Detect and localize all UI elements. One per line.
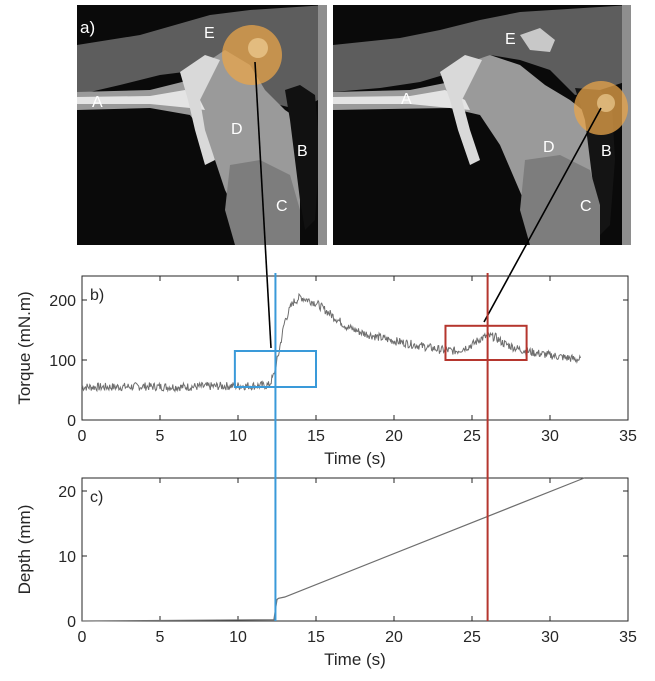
structure-label-c: C bbox=[580, 198, 592, 215]
structure-label-c: C bbox=[276, 198, 288, 215]
plot-area bbox=[82, 276, 628, 420]
panel-label-a: a) bbox=[80, 18, 95, 37]
structure-label-a: A bbox=[92, 94, 103, 111]
y-axis-label: Depth (mm) bbox=[15, 505, 34, 595]
structure-label-e: E bbox=[204, 25, 215, 42]
x-tick-label: 15 bbox=[307, 428, 325, 445]
panel-label: c) bbox=[90, 489, 103, 506]
x-tick-label: 35 bbox=[619, 428, 637, 445]
x-tick-label: 20 bbox=[385, 428, 403, 445]
y-tick-label: 100 bbox=[49, 353, 76, 370]
y-tick-label: 20 bbox=[58, 484, 76, 501]
red-highlight-box bbox=[445, 326, 526, 360]
x-tick-label: 0 bbox=[78, 629, 87, 646]
y-tick-label: 0 bbox=[67, 614, 76, 631]
x-tick-label: 35 bbox=[619, 629, 637, 646]
y-axis-label: Torque (mN.m) bbox=[15, 291, 34, 404]
structure-label-e: E bbox=[505, 31, 516, 48]
y-tick-label: 200 bbox=[49, 293, 76, 310]
x-tick-label: 30 bbox=[541, 629, 559, 646]
structure-label-a: A bbox=[401, 91, 412, 108]
depth-chart: 0 5 10 15 20 25 30 35 0 10 20 Time (s) Depth (mm) c) bbox=[15, 478, 637, 669]
data-series-line bbox=[82, 294, 581, 391]
x-tick-label: 25 bbox=[463, 629, 481, 646]
panel-label: b) bbox=[90, 287, 104, 304]
torque-chart: 0 5 10 15 20 25 30 35 0 100 200 Time (s) Torque (mN.… bbox=[15, 276, 637, 468]
x-tick-label: 5 bbox=[156, 428, 165, 445]
structure-label-d: D bbox=[231, 121, 243, 138]
structure-label-b: B bbox=[297, 143, 308, 160]
structure-label-d: D bbox=[543, 139, 555, 156]
ct-image-right: A B C D E bbox=[333, 5, 631, 245]
x-axis-label: Time (s) bbox=[324, 650, 386, 669]
plot-area bbox=[82, 478, 628, 621]
ct-image-left: a) A B C D E bbox=[77, 5, 327, 245]
y-tick-label: 0 bbox=[67, 413, 76, 430]
y-tick-label: 10 bbox=[58, 549, 76, 566]
x-axis-label: Time (s) bbox=[324, 449, 386, 468]
x-tick-label: 10 bbox=[229, 629, 247, 646]
data-series-line bbox=[82, 478, 584, 621]
x-tick-label: 0 bbox=[78, 428, 87, 445]
x-tick-label: 15 bbox=[307, 629, 325, 646]
x-tick-label: 30 bbox=[541, 428, 559, 445]
x-tick-label: 5 bbox=[156, 629, 165, 646]
structure-label-b: B bbox=[601, 143, 612, 160]
x-tick-label: 25 bbox=[463, 428, 481, 445]
x-tick-label: 10 bbox=[229, 428, 247, 445]
x-tick-label: 20 bbox=[385, 629, 403, 646]
